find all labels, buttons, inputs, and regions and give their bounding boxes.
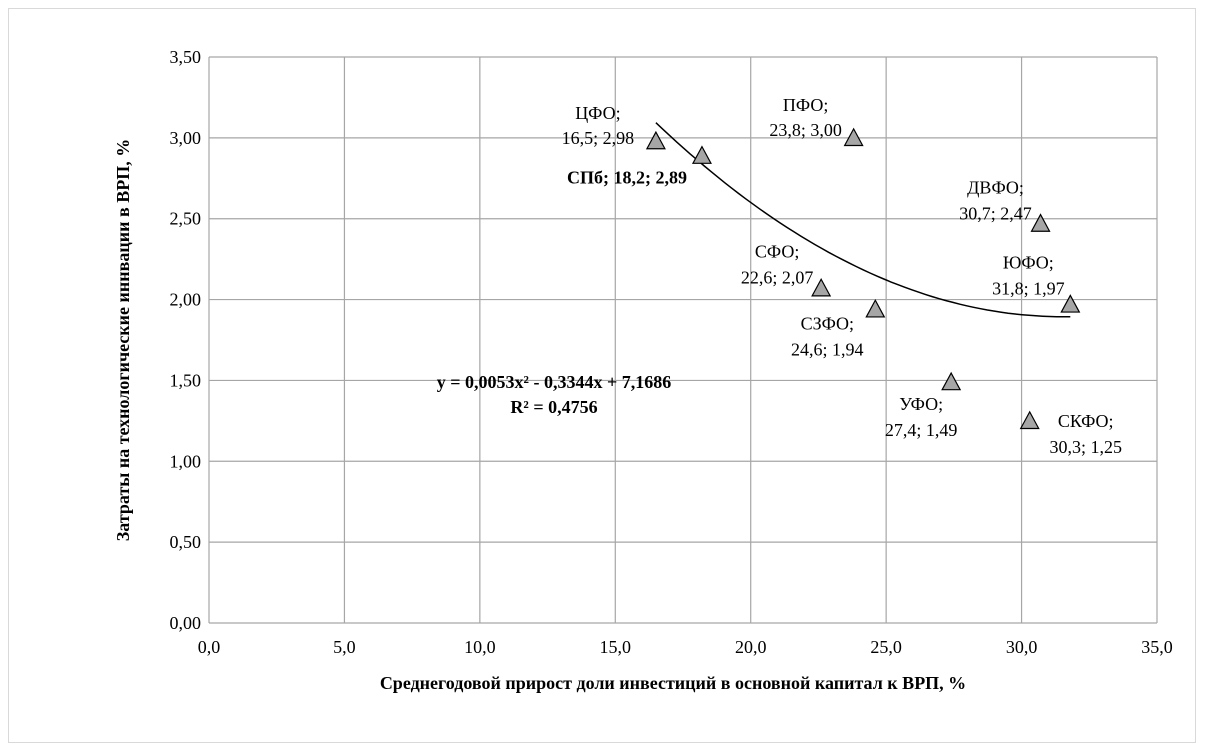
point-label-СФО: 22,6; 2,07 [741, 267, 814, 287]
trendline-equation: y = 0,0053x² - 0,3344x + 7,1686 [437, 372, 671, 392]
tick-labels: 0,0 5,0 10,0 15,0 20,0 25,0 30,0 35,0 0,00 0,50 1,… [170, 47, 1173, 657]
point-label-ЦФО: 16,5; 2,98 [562, 128, 635, 148]
y-axis-title: Затраты на технологические иннвации в ВР… [113, 139, 133, 541]
data-point-СФО [811, 277, 832, 297]
point-label-СФО: СФО; [755, 241, 799, 261]
data-point-СКФО [1019, 410, 1040, 430]
scatter-chart: 0,0 5,0 10,0 15,0 20,0 25,0 30,0 35,0 0,00 0,50 1,… [113, 47, 1173, 693]
point-label-СКФО: 30,3; 1,25 [1049, 437, 1122, 457]
y-tick-label: 3,00 [170, 128, 202, 148]
data-points [645, 127, 1081, 430]
x-tick-label: 15,0 [600, 637, 632, 657]
x-tick-label: 25,0 [870, 637, 902, 657]
point-label-ПФО: 23,8; 3,00 [769, 120, 842, 140]
data-point-СЗФО [865, 299, 886, 318]
x-tick-label: 20,0 [735, 637, 767, 657]
point-labels: ЦФО; 16,5; 2,98 СПб; 18,2; 2,89 ПФО; 23,8; 3… [562, 95, 1122, 457]
data-point-УФО [941, 371, 962, 391]
point-label-УФО: 27,4; 1,49 [885, 420, 958, 440]
point-label-ЮФО: 31,8; 1,97 [992, 278, 1065, 298]
x-tick-label: 10,0 [464, 637, 496, 657]
data-point-ДВФО [1030, 213, 1051, 232]
point-label-ЮФО: ЮФО; [1003, 252, 1054, 272]
x-tick-label: 5,0 [333, 637, 356, 657]
trendline-r2: R² = 0,4756 [510, 397, 597, 417]
data-point-ЮФО [1060, 294, 1081, 313]
point-label-УФО: УФО; [899, 394, 943, 414]
grid-lines [208, 56, 1158, 624]
y-tick-label: 0,00 [170, 613, 202, 633]
point-label-ЦФО: ЦФО; [575, 103, 620, 123]
y-tick-label: 0,50 [170, 532, 202, 552]
x-tick-label: 30,0 [1006, 637, 1038, 657]
x-axis-title: Среднегодовой прирост доли инвестиций в … [380, 673, 966, 693]
x-tick-label: 0,0 [198, 637, 221, 657]
point-label-СЗФО: 24,6; 1,94 [791, 339, 864, 359]
point-label-ДВФО: ДВФО; [967, 178, 1024, 198]
data-point-СПб [691, 145, 712, 164]
chart-frame: 0,0 5,0 10,0 15,0 20,0 25,0 30,0 35,0 0,00 0,50 1,… [8, 8, 1196, 743]
data-point-ПФО [843, 127, 864, 147]
y-tick-label: 1,50 [170, 370, 202, 390]
y-tick-label: 1,00 [170, 451, 202, 471]
data-point-ЦФО [645, 130, 666, 150]
y-tick-label: 2,50 [170, 209, 202, 229]
y-tick-label: 3,50 [170, 47, 202, 67]
point-label-СКФО: СКФО; [1058, 411, 1114, 431]
point-label-СЗФО: СЗФО; [801, 313, 854, 333]
y-tick-label: 2,00 [170, 290, 202, 310]
point-label-ПФО: ПФО; [783, 95, 828, 115]
point-label-СПб: СПб; 18,2; 2,89 [567, 168, 687, 188]
x-tick-label: 35,0 [1141, 637, 1173, 657]
point-label-ДВФО: 30,7; 2,47 [959, 204, 1032, 224]
trendline [655, 122, 1071, 318]
